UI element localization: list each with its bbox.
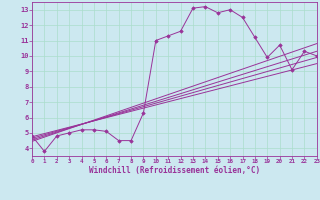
X-axis label: Windchill (Refroidissement éolien,°C): Windchill (Refroidissement éolien,°C) (89, 166, 260, 175)
